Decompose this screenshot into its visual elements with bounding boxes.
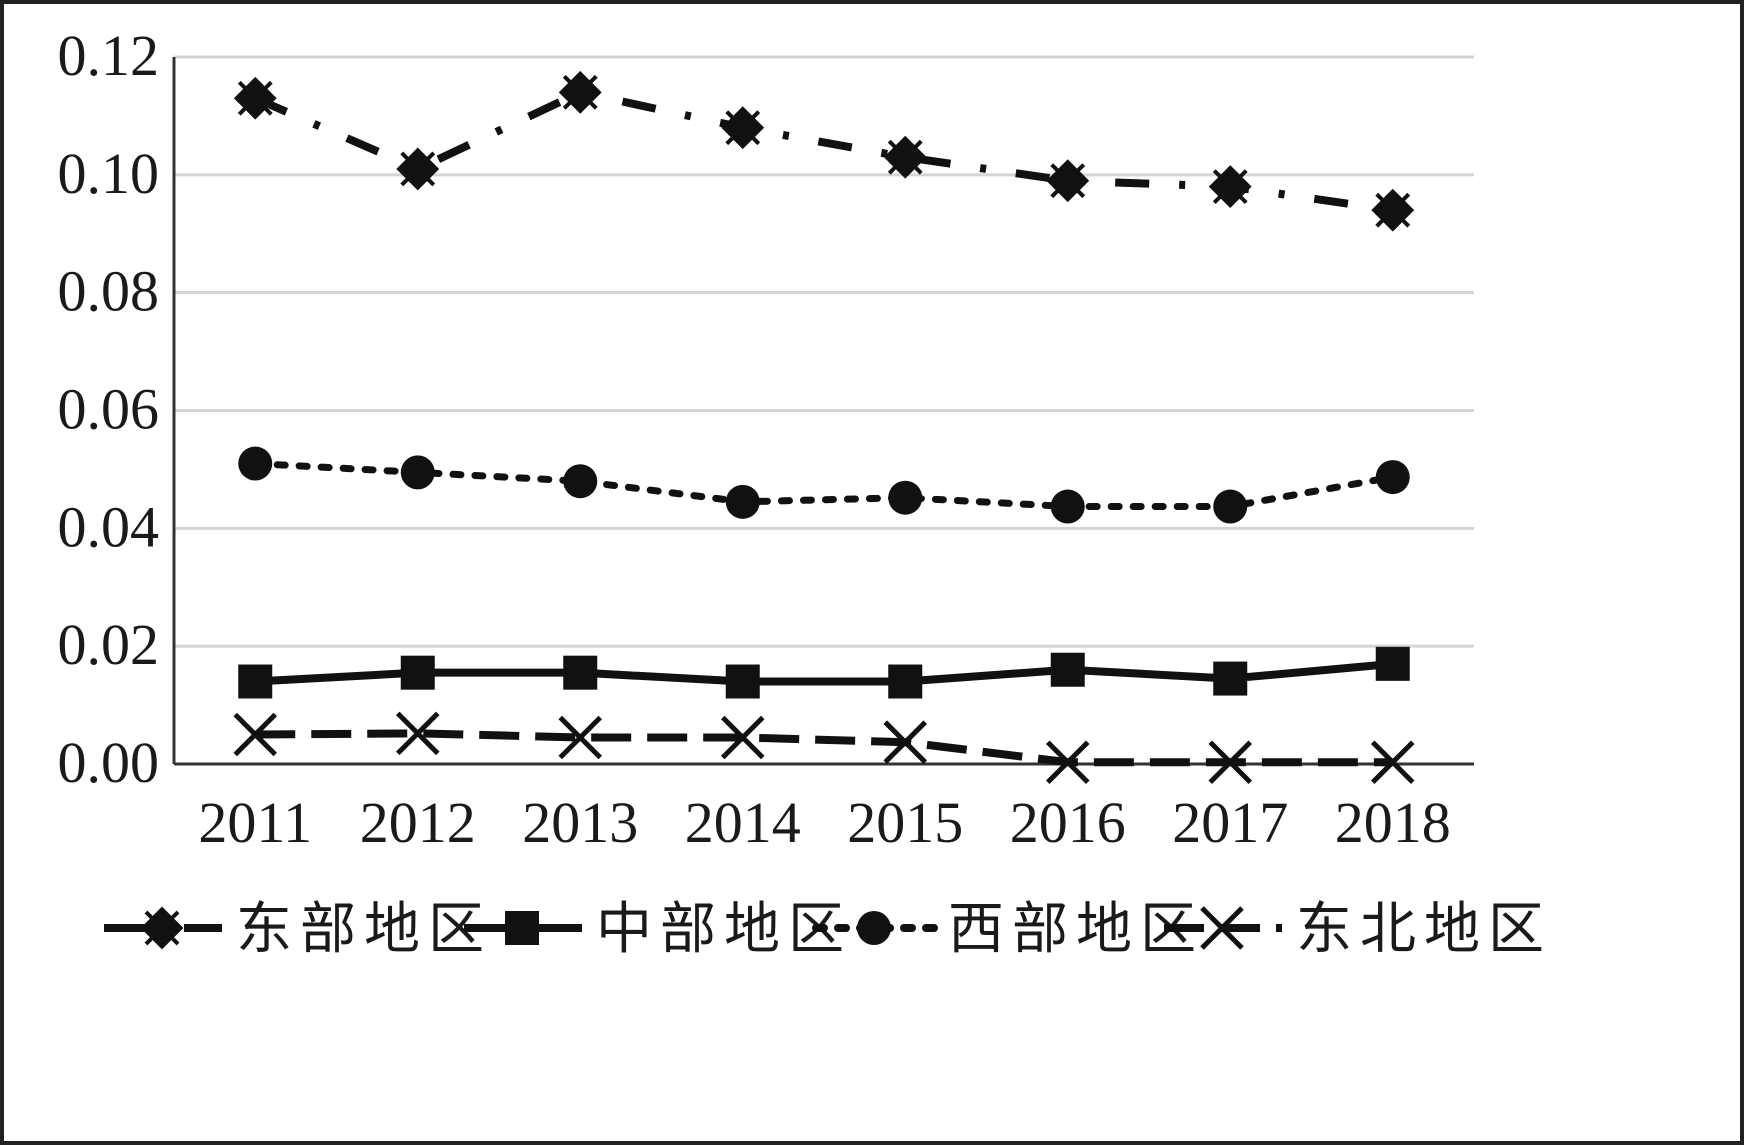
series-2 — [238, 646, 1410, 699]
legend: 东部地区 中部地区 西部地区 东北地区 — [104, 897, 1552, 962]
data-point — [400, 655, 435, 690]
y-tick-label: 0.04 — [58, 494, 160, 559]
axes — [172, 57, 1474, 766]
series-line — [255, 659, 1394, 686]
legend-label: 东部地区 — [236, 897, 492, 962]
data-point-cross — [1212, 169, 1248, 205]
data-point-cross — [562, 74, 598, 110]
legend-label: 东北地区 — [1296, 897, 1552, 962]
data-point — [238, 446, 273, 481]
data-point — [888, 664, 923, 699]
data-point — [883, 720, 928, 764]
data-point — [1375, 646, 1410, 681]
y-tick-label: 0.06 — [58, 377, 160, 442]
series-1 — [233, 70, 1415, 232]
series-line — [253, 88, 1394, 215]
legend-item-4: 东北地区 — [1164, 897, 1552, 962]
x-tick-label: 2018 — [1335, 790, 1451, 855]
y-tick-label: 0.00 — [58, 730, 160, 795]
y-tick-label: 0.08 — [58, 259, 160, 324]
legend-marker — [505, 911, 539, 945]
data-point — [1208, 740, 1253, 784]
x-tick-label: 2014 — [685, 790, 801, 855]
x-tick-label: 2013 — [522, 790, 638, 855]
legend-label: 西部地区 — [948, 897, 1204, 962]
legend-marker — [1200, 906, 1244, 950]
data-point — [1045, 740, 1090, 784]
data-point-cross — [887, 139, 923, 175]
data-point — [725, 484, 760, 519]
data-point — [1213, 661, 1248, 696]
y-tick-label: 0.02 — [58, 612, 160, 677]
data-point — [1375, 460, 1410, 495]
data-point — [1213, 489, 1248, 524]
data-point — [563, 464, 598, 499]
data-point-cross — [1375, 192, 1411, 228]
y-tick-labels: 0.00 0.02 0.04 0.06 0.08 0.10 0.12 — [58, 23, 160, 795]
data-point — [233, 712, 278, 757]
x-tick-label: 2015 — [847, 790, 963, 855]
x-tick-label: 2012 — [360, 790, 476, 855]
legend-marker-cross — [144, 910, 180, 946]
legend-label: 中部地区 — [596, 897, 852, 962]
y-tick-label: 0.12 — [58, 23, 160, 88]
data-point — [400, 455, 435, 490]
x-tick-label: 2017 — [1172, 790, 1288, 855]
series-line — [255, 729, 1393, 767]
data-point — [888, 480, 923, 515]
data-point — [1050, 489, 1085, 524]
data-point-cross — [400, 151, 436, 187]
data-point-cross — [237, 80, 273, 116]
y-tick-label: 0.10 — [58, 141, 160, 206]
series-group — [233, 70, 1415, 784]
data-point — [725, 664, 760, 699]
data-point-cross — [1050, 163, 1086, 199]
gridlines — [174, 55, 1474, 648]
legend-item-2: 中部地区 — [464, 897, 852, 962]
data-point-cross — [725, 110, 761, 146]
legend-item-1: 东部地区 — [104, 897, 492, 962]
line-chart: 0.000.020.040.060.080.100.12 2011 2012 201… — [58, 23, 1552, 962]
legend-item-3: 西部地区 — [812, 897, 1204, 962]
series-4 — [233, 711, 1415, 784]
x-tick-label: 2011 — [198, 790, 312, 855]
series-line — [251, 460, 1397, 511]
legend-marker — [857, 911, 891, 945]
x-tick-labels: 2011 2012 2013 2014 2015 2016 2017 2018 — [198, 790, 1450, 855]
data-point — [563, 655, 598, 690]
x-tick-label: 2016 — [1010, 790, 1126, 855]
data-point — [1370, 740, 1415, 784]
data-point — [720, 715, 765, 760]
data-point — [1050, 652, 1085, 687]
data-point — [238, 664, 273, 699]
series-3 — [238, 446, 1410, 524]
data-point — [395, 711, 440, 756]
data-point — [558, 715, 603, 760]
